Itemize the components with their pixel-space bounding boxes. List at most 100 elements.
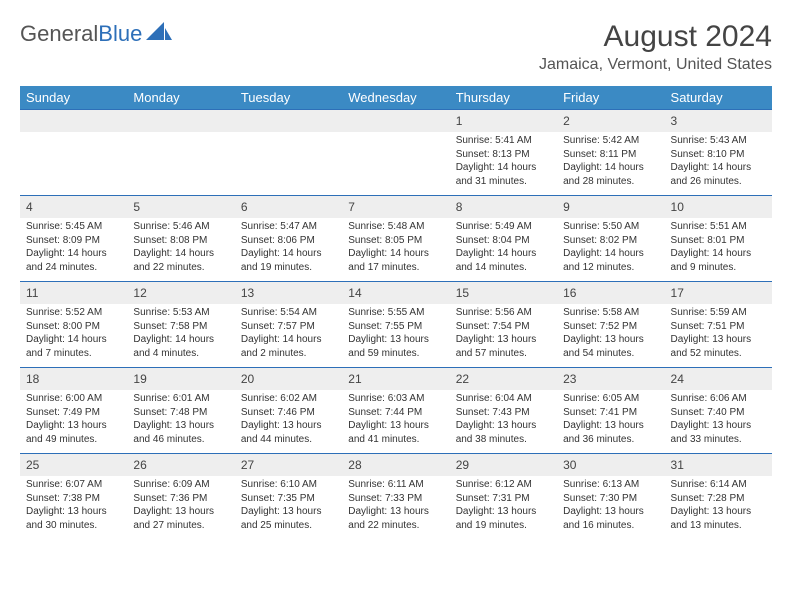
- day-details: Sunrise: 5:51 AMSunset: 8:01 PMDaylight:…: [665, 218, 772, 278]
- sunset-text: Sunset: 7:58 PM: [133, 320, 228, 334]
- day-number: 20: [235, 368, 342, 390]
- brand-logo: GeneralBlue: [20, 20, 172, 47]
- day-details: Sunrise: 5:59 AMSunset: 7:51 PMDaylight:…: [665, 304, 772, 364]
- calendar-cell: 4Sunrise: 5:45 AMSunset: 8:09 PMDaylight…: [20, 196, 127, 282]
- sunrise-text: Sunrise: 6:01 AM: [133, 392, 228, 406]
- sunrise-text: Sunrise: 5:58 AM: [563, 306, 658, 320]
- daylight-text: Daylight: 13 hours: [26, 419, 121, 433]
- sunrise-text: Sunrise: 5:48 AM: [348, 220, 443, 234]
- day-details: Sunrise: 5:54 AMSunset: 7:57 PMDaylight:…: [235, 304, 342, 364]
- sunrise-text: Sunrise: 5:43 AM: [671, 134, 766, 148]
- daylight-text: Daylight: 14 hours: [348, 247, 443, 261]
- day-number: 5: [127, 196, 234, 218]
- calendar-cell: 27Sunrise: 6:10 AMSunset: 7:35 PMDayligh…: [235, 454, 342, 540]
- day-details: Sunrise: 6:11 AMSunset: 7:33 PMDaylight:…: [342, 476, 449, 536]
- day-header: Monday: [127, 86, 234, 110]
- day-header: Tuesday: [235, 86, 342, 110]
- daylight-text: Daylight: 13 hours: [671, 505, 766, 519]
- calendar-cell: 13Sunrise: 5:54 AMSunset: 7:57 PMDayligh…: [235, 282, 342, 368]
- daylight-text: Daylight: 14 hours: [26, 247, 121, 261]
- sunset-text: Sunset: 7:33 PM: [348, 492, 443, 506]
- day-details: Sunrise: 5:55 AMSunset: 7:55 PMDaylight:…: [342, 304, 449, 364]
- daylight-text: Daylight: 13 hours: [671, 419, 766, 433]
- month-title: August 2024: [539, 20, 772, 54]
- calendar-cell: 30Sunrise: 6:13 AMSunset: 7:30 PMDayligh…: [557, 454, 664, 540]
- day-number: 13: [235, 282, 342, 304]
- day-details: Sunrise: 5:43 AMSunset: 8:10 PMDaylight:…: [665, 132, 772, 192]
- location-text: Jamaica, Vermont, United States: [539, 56, 772, 74]
- sunset-text: Sunset: 7:43 PM: [456, 406, 551, 420]
- calendar-week: 11Sunrise: 5:52 AMSunset: 8:00 PMDayligh…: [20, 282, 772, 368]
- sunset-text: Sunset: 7:46 PM: [241, 406, 336, 420]
- daylight-text: and 57 minutes.: [456, 347, 551, 361]
- daylight-text: and 33 minutes.: [671, 433, 766, 447]
- day-number: 6: [235, 196, 342, 218]
- sunset-text: Sunset: 8:04 PM: [456, 234, 551, 248]
- sunset-text: Sunset: 7:35 PM: [241, 492, 336, 506]
- sunset-text: Sunset: 7:36 PM: [133, 492, 228, 506]
- brand-name-part2: Blue: [98, 21, 142, 46]
- daylight-text: and 16 minutes.: [563, 519, 658, 533]
- header: GeneralBlue August 2024 Jamaica, Vermont…: [20, 20, 772, 74]
- day-number: 11: [20, 282, 127, 304]
- sunrise-text: Sunrise: 5:53 AM: [133, 306, 228, 320]
- day-number: 16: [557, 282, 664, 304]
- daylight-text: Daylight: 13 hours: [133, 419, 228, 433]
- daylight-text: Daylight: 14 hours: [26, 333, 121, 347]
- day-number: 2: [557, 110, 664, 132]
- calendar-cell: 28Sunrise: 6:11 AMSunset: 7:33 PMDayligh…: [342, 454, 449, 540]
- day-number: 17: [665, 282, 772, 304]
- day-details: Sunrise: 6:07 AMSunset: 7:38 PMDaylight:…: [20, 476, 127, 536]
- calendar-cell: 31Sunrise: 6:14 AMSunset: 7:28 PMDayligh…: [665, 454, 772, 540]
- daylight-text: Daylight: 13 hours: [563, 333, 658, 347]
- calendar-week: 4Sunrise: 5:45 AMSunset: 8:09 PMDaylight…: [20, 196, 772, 282]
- daylight-text: and 52 minutes.: [671, 347, 766, 361]
- sunset-text: Sunset: 8:00 PM: [26, 320, 121, 334]
- daylight-text: Daylight: 13 hours: [26, 505, 121, 519]
- sunrise-text: Sunrise: 6:04 AM: [456, 392, 551, 406]
- day-number: 7: [342, 196, 449, 218]
- sunrise-text: Sunrise: 6:06 AM: [671, 392, 766, 406]
- daylight-text: and 49 minutes.: [26, 433, 121, 447]
- daylight-text: and 54 minutes.: [563, 347, 658, 361]
- daylight-text: and 17 minutes.: [348, 261, 443, 275]
- daylight-text: and 30 minutes.: [26, 519, 121, 533]
- daylight-text: Daylight: 13 hours: [241, 419, 336, 433]
- daylight-text: Daylight: 14 hours: [563, 161, 658, 175]
- daylight-text: and 12 minutes.: [563, 261, 658, 275]
- sunrise-text: Sunrise: 5:51 AM: [671, 220, 766, 234]
- sail-icon: [146, 20, 172, 47]
- sunset-text: Sunset: 8:02 PM: [563, 234, 658, 248]
- calendar-cell: 5Sunrise: 5:46 AMSunset: 8:08 PMDaylight…: [127, 196, 234, 282]
- daylight-text: and 28 minutes.: [563, 175, 658, 189]
- daylight-text: Daylight: 14 hours: [241, 333, 336, 347]
- calendar-table: SundayMondayTuesdayWednesdayThursdayFrid…: [20, 86, 772, 540]
- sunset-text: Sunset: 7:57 PM: [241, 320, 336, 334]
- calendar-cell: 24Sunrise: 6:06 AMSunset: 7:40 PMDayligh…: [665, 368, 772, 454]
- sunrise-text: Sunrise: 6:00 AM: [26, 392, 121, 406]
- day-number: 24: [665, 368, 772, 390]
- calendar-cell: 29Sunrise: 6:12 AMSunset: 7:31 PMDayligh…: [450, 454, 557, 540]
- brand-name-part1: General: [20, 21, 98, 46]
- sunrise-text: Sunrise: 5:54 AM: [241, 306, 336, 320]
- sunset-text: Sunset: 8:05 PM: [348, 234, 443, 248]
- sunset-text: Sunset: 7:48 PM: [133, 406, 228, 420]
- daylight-text: Daylight: 14 hours: [563, 247, 658, 261]
- calendar-cell: 2Sunrise: 5:42 AMSunset: 8:11 PMDaylight…: [557, 110, 664, 196]
- day-details: Sunrise: 6:06 AMSunset: 7:40 PMDaylight:…: [665, 390, 772, 450]
- sunset-text: Sunset: 7:30 PM: [563, 492, 658, 506]
- calendar-cell: 25Sunrise: 6:07 AMSunset: 7:38 PMDayligh…: [20, 454, 127, 540]
- daylight-text: and 25 minutes.: [241, 519, 336, 533]
- sunrise-text: Sunrise: 6:09 AM: [133, 478, 228, 492]
- day-details: Sunrise: 6:14 AMSunset: 7:28 PMDaylight:…: [665, 476, 772, 536]
- calendar-cell: 12Sunrise: 5:53 AMSunset: 7:58 PMDayligh…: [127, 282, 234, 368]
- sunset-text: Sunset: 8:08 PM: [133, 234, 228, 248]
- daylight-text: Daylight: 13 hours: [456, 333, 551, 347]
- daylight-text: Daylight: 13 hours: [671, 333, 766, 347]
- sunrise-text: Sunrise: 5:45 AM: [26, 220, 121, 234]
- day-number: 23: [557, 368, 664, 390]
- sunset-text: Sunset: 7:54 PM: [456, 320, 551, 334]
- day-number: 26: [127, 454, 234, 476]
- day-details: Sunrise: 5:56 AMSunset: 7:54 PMDaylight:…: [450, 304, 557, 364]
- sunset-text: Sunset: 7:44 PM: [348, 406, 443, 420]
